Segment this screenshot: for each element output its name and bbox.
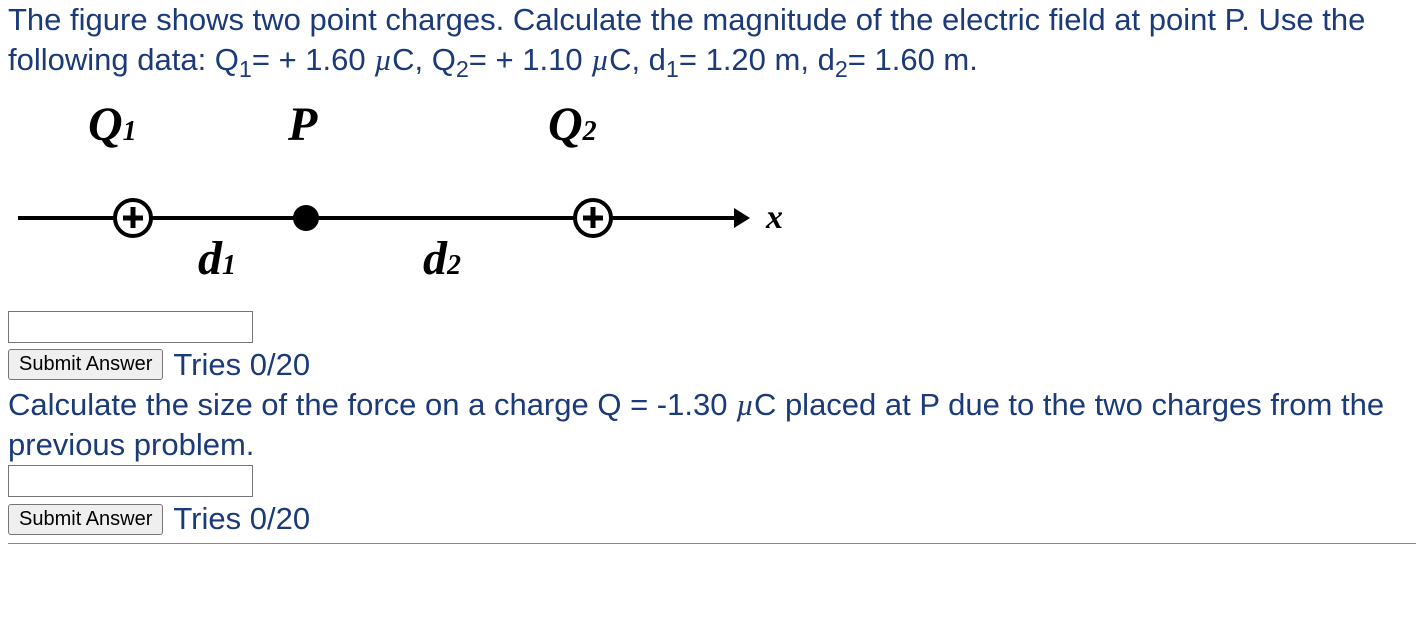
label-q1-sub: 1 <box>123 116 137 147</box>
q1-sub3: 1 <box>666 56 679 82</box>
answer2-input[interactable] <box>8 465 253 497</box>
label-d2-main: d <box>423 232 447 285</box>
tries1-label: Tries 0/20 <box>173 347 310 383</box>
label-d1-sub: 1 <box>222 250 236 281</box>
answer2-input-row <box>8 465 1416 497</box>
q1-eq2: = + 1.10 <box>469 42 591 77</box>
label-d2-sub: 2 <box>447 250 461 281</box>
q1-sub4: 2 <box>835 56 848 82</box>
q1-mu2: µ <box>591 42 609 77</box>
q1-eq4: = 1.60 m. <box>848 42 978 77</box>
answer1-submit-row: Submit Answer Tries 0/20 <box>8 347 1416 383</box>
question1-text: The figure shows two point charges. Calc… <box>8 0 1416 85</box>
bottom-divider <box>8 543 1416 544</box>
answer2-submit-row: Submit Answer Tries 0/20 <box>8 501 1416 537</box>
q1-eq3: = 1.20 m, d <box>679 42 835 77</box>
label-d1: d1 <box>198 231 236 286</box>
answer1-input-row <box>8 311 1416 343</box>
answer1-input[interactable] <box>8 311 253 343</box>
q1-sub1: 1 <box>239 56 252 82</box>
axis-arrow-icon <box>734 208 750 228</box>
label-q2-main: Q <box>548 98 583 151</box>
label-d2: d2 <box>423 231 461 286</box>
charge-q1-icon <box>113 198 153 238</box>
label-x: x <box>766 199 783 237</box>
q1-mu1: µ <box>374 42 392 77</box>
label-q1: Q1 <box>88 97 137 152</box>
q1-c1: C, Q <box>392 42 456 77</box>
submit-answer1-button[interactable]: Submit Answer <box>8 349 163 380</box>
tries2-label: Tries 0/20 <box>173 501 310 537</box>
q2-mu: µ <box>736 387 754 422</box>
q1-c2: C, d <box>609 42 666 77</box>
q2-part-a: Calculate the size of the force on a cha… <box>8 387 736 422</box>
label-q2-sub: 2 <box>583 116 597 147</box>
submit-answer2-button[interactable]: Submit Answer <box>8 504 163 535</box>
point-p-icon <box>293 205 319 231</box>
label-p: P <box>288 97 317 152</box>
charge-q2-icon <box>573 198 613 238</box>
figure-diagram: Q1 P Q2 x d1 d2 <box>18 91 798 311</box>
label-q2: Q2 <box>548 97 597 152</box>
q1-eq1: = + 1.60 <box>252 42 374 77</box>
label-q1-main: Q <box>88 98 123 151</box>
label-d1-main: d <box>198 232 222 285</box>
q1-sub2: 2 <box>456 56 469 82</box>
question2-text: Calculate the size of the force on a cha… <box>8 385 1416 466</box>
label-p-main: P <box>288 98 317 151</box>
